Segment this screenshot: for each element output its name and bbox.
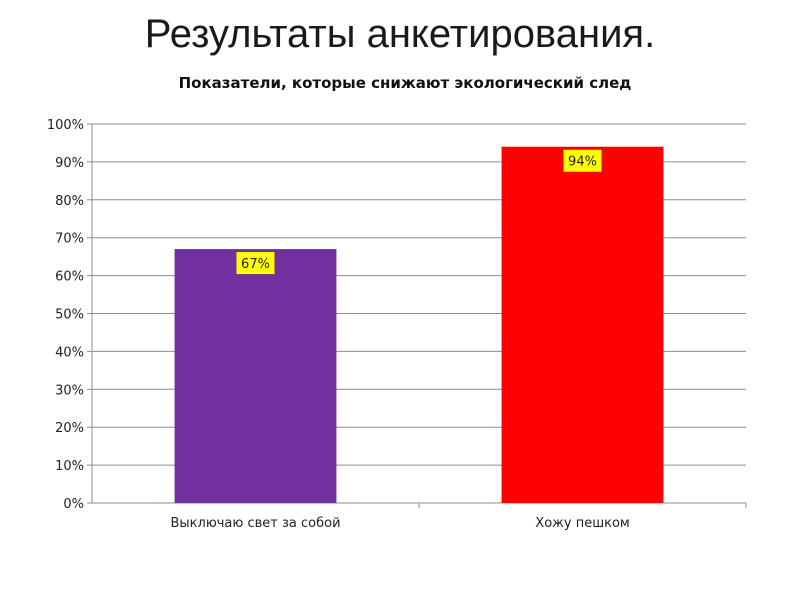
bar bbox=[501, 146, 664, 504]
y-tick-label: 20% bbox=[55, 421, 84, 436]
data-label: 94% bbox=[568, 155, 597, 170]
y-tick-label: 80% bbox=[55, 194, 84, 209]
y-tick-label: 40% bbox=[55, 345, 84, 360]
slide-title: Результаты анкетирования. bbox=[144, 12, 656, 56]
data-label-background bbox=[563, 149, 602, 172]
y-tick-label: 30% bbox=[55, 383, 84, 398]
bar bbox=[174, 249, 337, 503]
y-tick-label: 10% bbox=[55, 459, 84, 474]
y-tick-label: 60% bbox=[55, 270, 84, 285]
data-label: 67% bbox=[241, 257, 270, 272]
y-tick-label: 0% bbox=[63, 497, 84, 512]
chart-title: Показатели, которые снижают экологически… bbox=[179, 74, 632, 92]
y-tick-label: 50% bbox=[55, 308, 84, 323]
y-tick-label: 70% bbox=[55, 232, 84, 247]
y-tick-label: 100% bbox=[47, 118, 84, 133]
x-category-label: Выключаю свет за собой bbox=[170, 516, 340, 531]
bars bbox=[174, 146, 664, 504]
labels: 0% 10% 20% 30% 40% 50% 60% 70% 80% 90% 100% Выключа… bbox=[47, 118, 630, 531]
data-label-background bbox=[236, 252, 275, 275]
y-tick-label: 90% bbox=[55, 156, 84, 171]
x-category-label: Хожу пешком bbox=[535, 516, 629, 531]
